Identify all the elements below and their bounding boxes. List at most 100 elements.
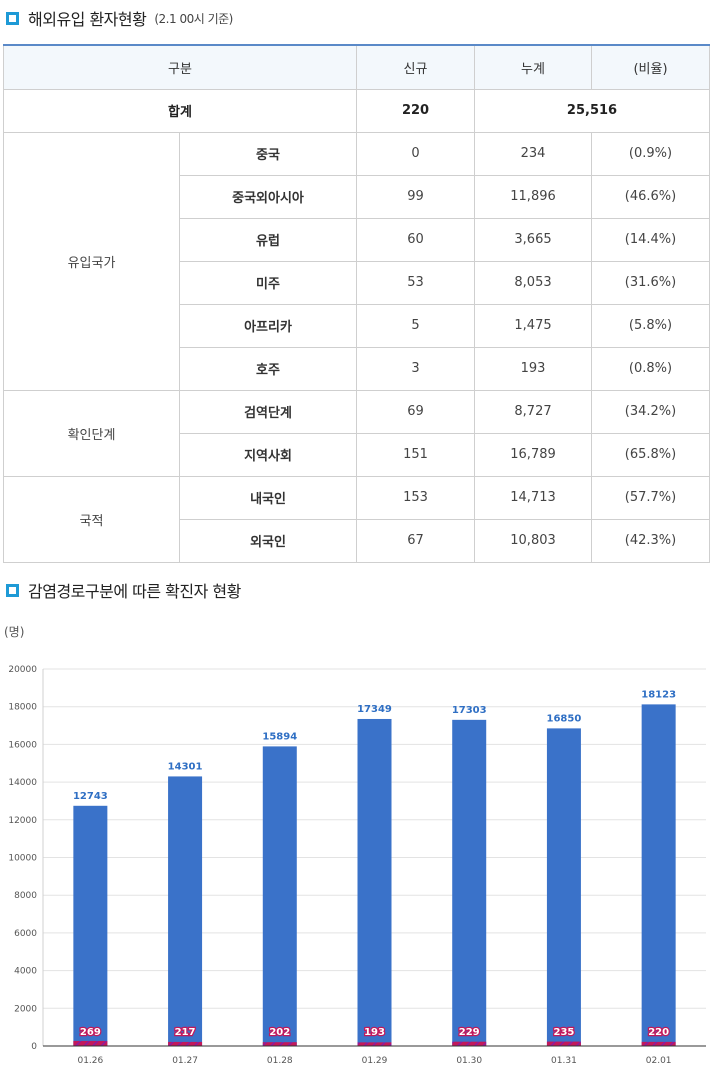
row-new: 69 (356, 389, 476, 434)
y-tick-label: 0 (31, 1042, 37, 1052)
row-cumulative: 234 (474, 131, 593, 176)
row-ratio: (34.2%) (591, 389, 711, 434)
x-tick-label: 01.29 (362, 1056, 388, 1066)
data-label-overseas: 229 (459, 1027, 480, 1038)
row-cumulative: 1,475 (474, 303, 593, 348)
header-category: 구분 (2, 44, 358, 90)
bar-overseas (73, 1040, 108, 1046)
row-ratio: (46.6%) (591, 174, 711, 219)
bar-total (452, 719, 487, 1046)
row-ratio: (65.8%) (591, 432, 711, 477)
bar-overseas (262, 1042, 297, 1046)
row-label: 아프리카 (178, 303, 358, 348)
row-ratio: (0.9%) (591, 131, 711, 176)
row-cumulative: 16,789 (474, 432, 593, 477)
row-cumulative: 10,803 (474, 518, 593, 563)
data-label-overseas: 217 (175, 1027, 196, 1038)
bar-total (73, 805, 108, 1046)
row-label: 외국인 (178, 518, 358, 563)
y-tick-label: 8000 (14, 891, 37, 901)
row-label: 중국외아시아 (178, 174, 358, 219)
row-label: 중국 (178, 131, 358, 176)
row-label: 내국인 (178, 475, 358, 520)
total-new: 220 (356, 88, 476, 133)
row-new: 0 (356, 131, 476, 176)
overseas-stats-table: 구분 신규 누계 (비율) 합계 220 25,516 유입국가 중국 0 234 (0.9%) 중국외… (2, 44, 711, 563)
total-cumulative: 25,516 (474, 88, 711, 133)
table-row: 유럽 60 3,665 (14.4%) (4, 217, 711, 262)
table-row: 유입국가 중국 0 234 (0.9%) (3, 131, 711, 391)
table-header-row: 구분 신규 누계 (비율) (2, 44, 711, 90)
confirmed-cases-chart: (명) 0 2000 4000 6000 8000 10000 12000 14000 16000… (4, 625, 706, 1066)
data-label-total: 18123 (641, 689, 676, 700)
section-subtitle: (2.1 00시 기준) (154, 11, 233, 26)
row-cumulative: 193 (474, 346, 593, 391)
row-cumulative: 14,713 (474, 475, 593, 520)
x-tick-label: 01.26 (77, 1056, 103, 1066)
row-ratio: (5.8%) (591, 303, 711, 348)
row-label: 검역단계 (178, 389, 358, 434)
data-label-overseas: 193 (364, 1027, 385, 1038)
row-new: 3 (356, 346, 476, 391)
table-row: 호주 3 193 (0.8%) (4, 346, 711, 391)
y-tick-label: 10000 (8, 854, 37, 864)
row-new: 60 (356, 217, 476, 262)
section-title-text: 감염경로구분에 따른 확진자 현황 (28, 582, 241, 601)
section-title-overseas: 해외유입 환자현황 (2.1 00시 기준) (6, 6, 233, 30)
y-tick-label: 6000 (14, 929, 37, 939)
data-label-overseas: 220 (648, 1027, 669, 1038)
y-tick-label: 16000 (8, 740, 37, 750)
header-cumulative: 누계 (474, 44, 593, 90)
group-label: 확인단계 (3, 389, 180, 477)
bar-overseas (168, 1041, 203, 1046)
bar-total (262, 746, 297, 1046)
row-new: 5 (356, 303, 476, 348)
y-tick-label: 4000 (14, 967, 37, 977)
x-tick-label: 01.30 (456, 1056, 482, 1066)
bar-total (168, 776, 203, 1046)
total-label: 합계 (2, 88, 358, 133)
section-title-route: 감염경로구분에 따른 확진자 현황 (6, 578, 241, 602)
row-ratio: (57.7%) (591, 475, 711, 520)
bar-total (546, 728, 581, 1046)
table-row: 미주 53 8,053 (31.6%) (4, 260, 711, 305)
y-tick-label: 14000 (8, 778, 37, 788)
row-label: 호주 (178, 346, 358, 391)
bar-total (357, 718, 392, 1046)
y-axis-label: (명) (4, 625, 24, 639)
row-new: 153 (356, 475, 476, 520)
table-row: 중국외아시아 99 11,896 (46.6%) (4, 174, 711, 219)
table-total-row: 합계 220 25,516 (2, 88, 711, 133)
x-tick-label: 02.01 (646, 1056, 672, 1066)
row-cumulative: 3,665 (474, 217, 593, 262)
y-tick-label: 18000 (8, 703, 37, 713)
row-label: 유럽 (178, 217, 358, 262)
y-tick-label: 20000 (8, 665, 37, 675)
data-label-total: 14301 (168, 761, 203, 772)
data-label-total: 15894 (262, 731, 297, 742)
row-ratio: (42.3%) (591, 518, 711, 563)
row-new: 99 (356, 174, 476, 219)
group-label: 유입국가 (3, 131, 180, 391)
row-ratio: (0.8%) (591, 346, 711, 391)
data-label-overseas: 202 (269, 1027, 290, 1038)
row-label: 미주 (178, 260, 358, 305)
header-new: 신규 (356, 44, 476, 90)
x-tick-label: 01.27 (172, 1056, 198, 1066)
bar-overseas (546, 1041, 581, 1046)
data-label-total: 16850 (547, 713, 582, 724)
row-new: 53 (356, 260, 476, 305)
row-label: 지역사회 (178, 432, 358, 477)
table-row: 외국인 67 10,803 (42.3%) (4, 518, 711, 563)
row-new: 151 (356, 432, 476, 477)
y-tick-label: 2000 (14, 1004, 37, 1014)
row-ratio: (31.6%) (591, 260, 711, 305)
data-label-total: 17349 (357, 704, 392, 715)
bar-total (641, 704, 676, 1046)
data-label-total: 12743 (73, 791, 108, 802)
data-label-total: 17303 (452, 705, 487, 716)
bar-overseas (357, 1042, 392, 1046)
row-new: 67 (356, 518, 476, 563)
row-cumulative: 8,053 (474, 260, 593, 305)
section-title-text: 해외유입 환자현황 (28, 10, 147, 29)
